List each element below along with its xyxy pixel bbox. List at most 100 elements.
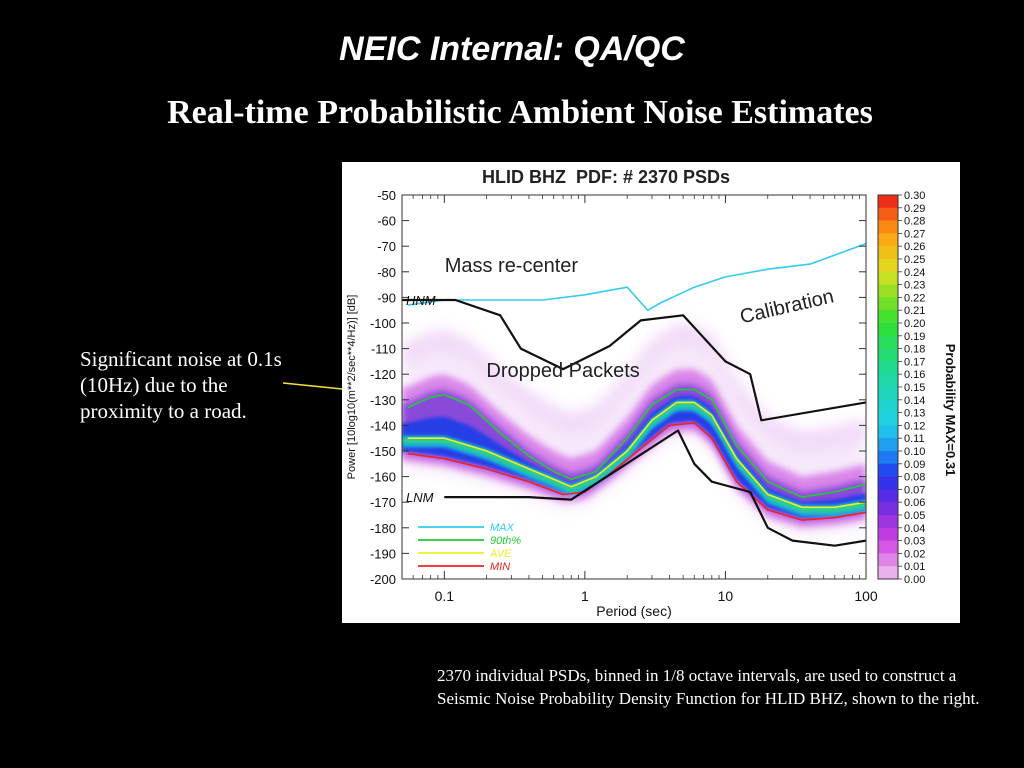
series-layer <box>407 242 866 521</box>
x-axis: 0.1 1 10 100 <box>401 195 878 604</box>
colorbar-cell <box>878 463 898 477</box>
colorbar-cell <box>878 246 898 260</box>
y-tick-label: -90 <box>377 290 396 305</box>
colorbar-tick-label: 0.20 <box>904 318 925 330</box>
colorbar-cell <box>878 425 898 439</box>
y-tick-label: -180 <box>370 521 396 536</box>
annotation-calibration: Calibration <box>738 285 836 328</box>
colorbar-cell <box>878 489 898 503</box>
colorbar-tick-label: 0.04 <box>904 523 925 535</box>
series-line-max <box>407 242 866 311</box>
colorbar-cell <box>878 399 898 413</box>
colorbar-cell <box>878 374 898 388</box>
colorbar-cell <box>878 527 898 541</box>
colorbar-tick-label: 0.19 <box>904 331 925 343</box>
model-line-hnm <box>402 298 866 422</box>
colorbar-tick-label: 0.07 <box>904 484 925 496</box>
chart-title: HLID BHZ PDF: # 2370 PSDs <box>482 167 730 187</box>
y-tick-label: -150 <box>370 444 396 459</box>
colorbar-cell <box>878 553 898 567</box>
x-tick-label: 10 <box>718 588 734 604</box>
colorbar-tick-label: 0.25 <box>904 254 925 266</box>
series-line-ave <box>407 401 866 509</box>
colorbar-tick-label: 0.15 <box>904 382 925 394</box>
colorbar-tick-label: 0.29 <box>904 203 925 215</box>
y-axis-label: Power [10log10(m**2/sec**4/Hz)] [dB] <box>346 295 358 480</box>
y-tick-label: -110 <box>371 342 396 357</box>
colorbar-cell <box>878 284 898 298</box>
annotation-note: Significant noise at 0.1s (10Hz) due to … <box>80 347 282 423</box>
colorbar-cell <box>878 271 898 285</box>
colorbar-cell <box>878 259 898 273</box>
legend-label: MAX <box>490 522 515 534</box>
slide-title: NEIC Internal: QA/QC <box>339 30 685 68</box>
colorbar-tick-label: 0.28 <box>904 216 925 228</box>
y-tick-label: -170 <box>370 495 396 510</box>
colorbar-tick-label: 0.30 <box>904 190 925 202</box>
legend-label: AVE <box>489 548 512 560</box>
colorbar-cell <box>878 220 898 234</box>
slide-subtitle: Real-time Probabilistic Ambient Noise Es… <box>167 94 873 131</box>
colorbar: 0.300.290.280.270.260.250.240.230.220.21… <box>877 190 925 586</box>
colorbar-cell <box>878 207 898 221</box>
colorbar-tick-label: 0.10 <box>904 446 925 458</box>
colorbar-cell <box>878 540 898 554</box>
colorbar-cell <box>878 348 898 362</box>
y-tick-label: -190 <box>370 546 396 561</box>
colorbar-cell <box>878 502 898 516</box>
colorbar-tick-label: 0.14 <box>904 395 925 407</box>
colorbar-tick-label: 0.18 <box>904 344 925 356</box>
caption-text: 2370 individual PSDs, binned in 1/8 octa… <box>437 666 980 708</box>
colorbar-tick-label: 0.21 <box>904 305 925 317</box>
y-tick-label: -130 <box>370 393 396 408</box>
colorbar-tick-label: 0.27 <box>904 228 925 240</box>
annotation-dropped-packets: Dropped Packets <box>486 360 639 382</box>
colorbar-tick-label: 0.22 <box>904 292 925 304</box>
y-tick-label: -120 <box>370 367 396 382</box>
density-layer <box>402 323 866 536</box>
density-core <box>402 396 866 518</box>
colorbar-tick-label: 0.12 <box>904 420 925 432</box>
y-tick-label: -100 <box>370 316 396 331</box>
density-peak-high <box>402 402 866 512</box>
x-tick-label: 0.1 <box>435 588 455 604</box>
colorbar-cell <box>878 297 898 311</box>
colorbar-tick-label: 0.16 <box>904 369 925 381</box>
colorbar-tick-label: 0.24 <box>904 267 925 279</box>
colorbar-cell <box>878 323 898 337</box>
legend-label: MIN <box>490 561 510 573</box>
colorbar-tick-label: 0.11 <box>904 433 925 445</box>
colorbar-tick-label: 0.03 <box>904 536 925 548</box>
colorbar-tick-label: 0.05 <box>904 510 925 522</box>
y-tick-label: -60 <box>377 214 396 229</box>
pdf-chart: HLID BHZ PDF: # 2370 PSDs 0.1 1 10 100 -50 -… <box>342 162 960 623</box>
colorbar-tick-label: 0.09 <box>904 459 925 471</box>
y-tick-label: -70 <box>377 239 396 254</box>
model-line-lnm <box>444 429 866 547</box>
colorbar-cell <box>878 361 898 375</box>
colorbar-cell <box>878 195 898 209</box>
y-tick-label: -200 <box>370 572 396 587</box>
colorbar-tick-label: 0.00 <box>904 574 925 586</box>
colorbar-cell <box>878 438 898 452</box>
colorbar-tick-label: 0.23 <box>904 280 925 292</box>
model-label-lnm: LNM <box>406 490 434 505</box>
colorbar-tick-label: 0.02 <box>904 548 925 560</box>
colorbar-cell <box>878 335 898 349</box>
y-tick-label: -160 <box>370 470 396 485</box>
model-layer <box>402 298 866 547</box>
colorbar-cell <box>878 310 898 324</box>
colorbar-cell <box>878 387 898 401</box>
plot-frame <box>401 194 867 580</box>
y-tick-label: -50 <box>377 188 396 203</box>
series-line-90th <box>407 388 866 498</box>
x-axis-label: Period (sec) <box>596 603 671 619</box>
y-tick-label: -80 <box>377 265 396 280</box>
model-label-hnm: HNM <box>406 293 436 308</box>
series-line-min <box>407 421 866 521</box>
colorbar-tick-label: 0.06 <box>904 497 925 509</box>
colorbar-tick-label: 0.26 <box>904 241 925 253</box>
colorbar-cell <box>878 476 898 490</box>
annotation-mass-re-center: Mass re-center <box>445 255 579 277</box>
